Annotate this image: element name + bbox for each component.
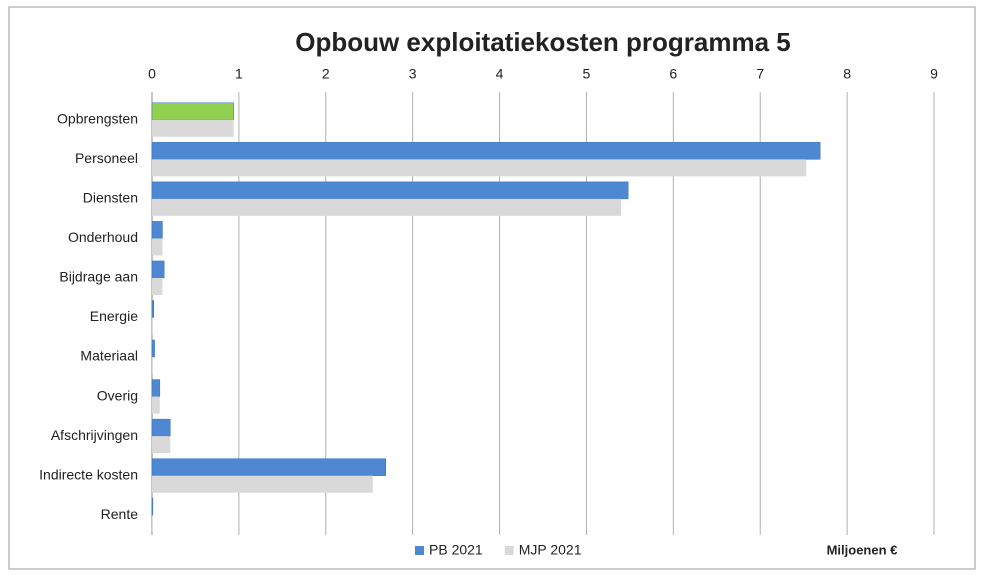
x-axis-label: Miljoenen € xyxy=(827,542,898,557)
y-tick-label: Indirecte kosten xyxy=(39,466,138,482)
bar xyxy=(151,181,629,200)
x-tick-label: 1 xyxy=(235,66,243,82)
y-tick-label: Rente xyxy=(101,506,139,522)
bar xyxy=(151,102,234,121)
y-tick-label: Energie xyxy=(90,308,138,324)
y-tick-label: Personeel xyxy=(75,150,138,166)
bar xyxy=(151,221,163,239)
x-tick-label: 3 xyxy=(409,66,417,82)
bar xyxy=(152,317,153,335)
bar xyxy=(151,497,154,516)
bar xyxy=(152,515,153,533)
bar xyxy=(152,119,234,137)
x-tick-label: 4 xyxy=(496,66,504,82)
bar xyxy=(151,418,171,437)
x-tick-label: 2 xyxy=(322,66,330,82)
bar xyxy=(152,198,622,216)
y-tick-label: Diensten xyxy=(83,190,138,206)
y-tick-label: Bijdrage aan xyxy=(59,269,138,285)
x-tick-label: 8 xyxy=(843,66,851,82)
y-tick-label: Overig xyxy=(97,387,138,403)
bar xyxy=(152,357,153,375)
x-tick-label: 0 xyxy=(148,66,156,82)
bar xyxy=(152,436,171,454)
legend-label: PB 2021 xyxy=(429,542,483,558)
x-tick-label: 5 xyxy=(583,66,591,82)
bar xyxy=(151,379,161,397)
y-tick-label: Opbrengsten xyxy=(57,110,138,126)
bar xyxy=(151,339,155,358)
legend-label: MJP 2021 xyxy=(519,542,582,558)
x-tick-label: 9 xyxy=(930,66,938,82)
legend-swatch xyxy=(504,546,514,555)
bar xyxy=(152,475,373,493)
legend-swatch xyxy=(415,546,424,555)
y-tick-label: Afschrijvingen xyxy=(51,427,138,443)
bar xyxy=(152,396,160,414)
bar xyxy=(152,277,163,295)
bar xyxy=(151,260,165,279)
x-tick-label: 7 xyxy=(756,66,764,82)
chart-title: Opbouw exploitatiekosten programma 5 xyxy=(295,27,791,57)
bar xyxy=(152,238,163,256)
bar xyxy=(151,458,386,476)
bar xyxy=(151,142,821,160)
x-tick-label: 6 xyxy=(669,66,677,82)
bar xyxy=(152,159,807,177)
bar xyxy=(151,300,154,318)
y-tick-label: Materiaal xyxy=(80,348,138,364)
y-tick-label: Onderhoud xyxy=(68,229,138,245)
